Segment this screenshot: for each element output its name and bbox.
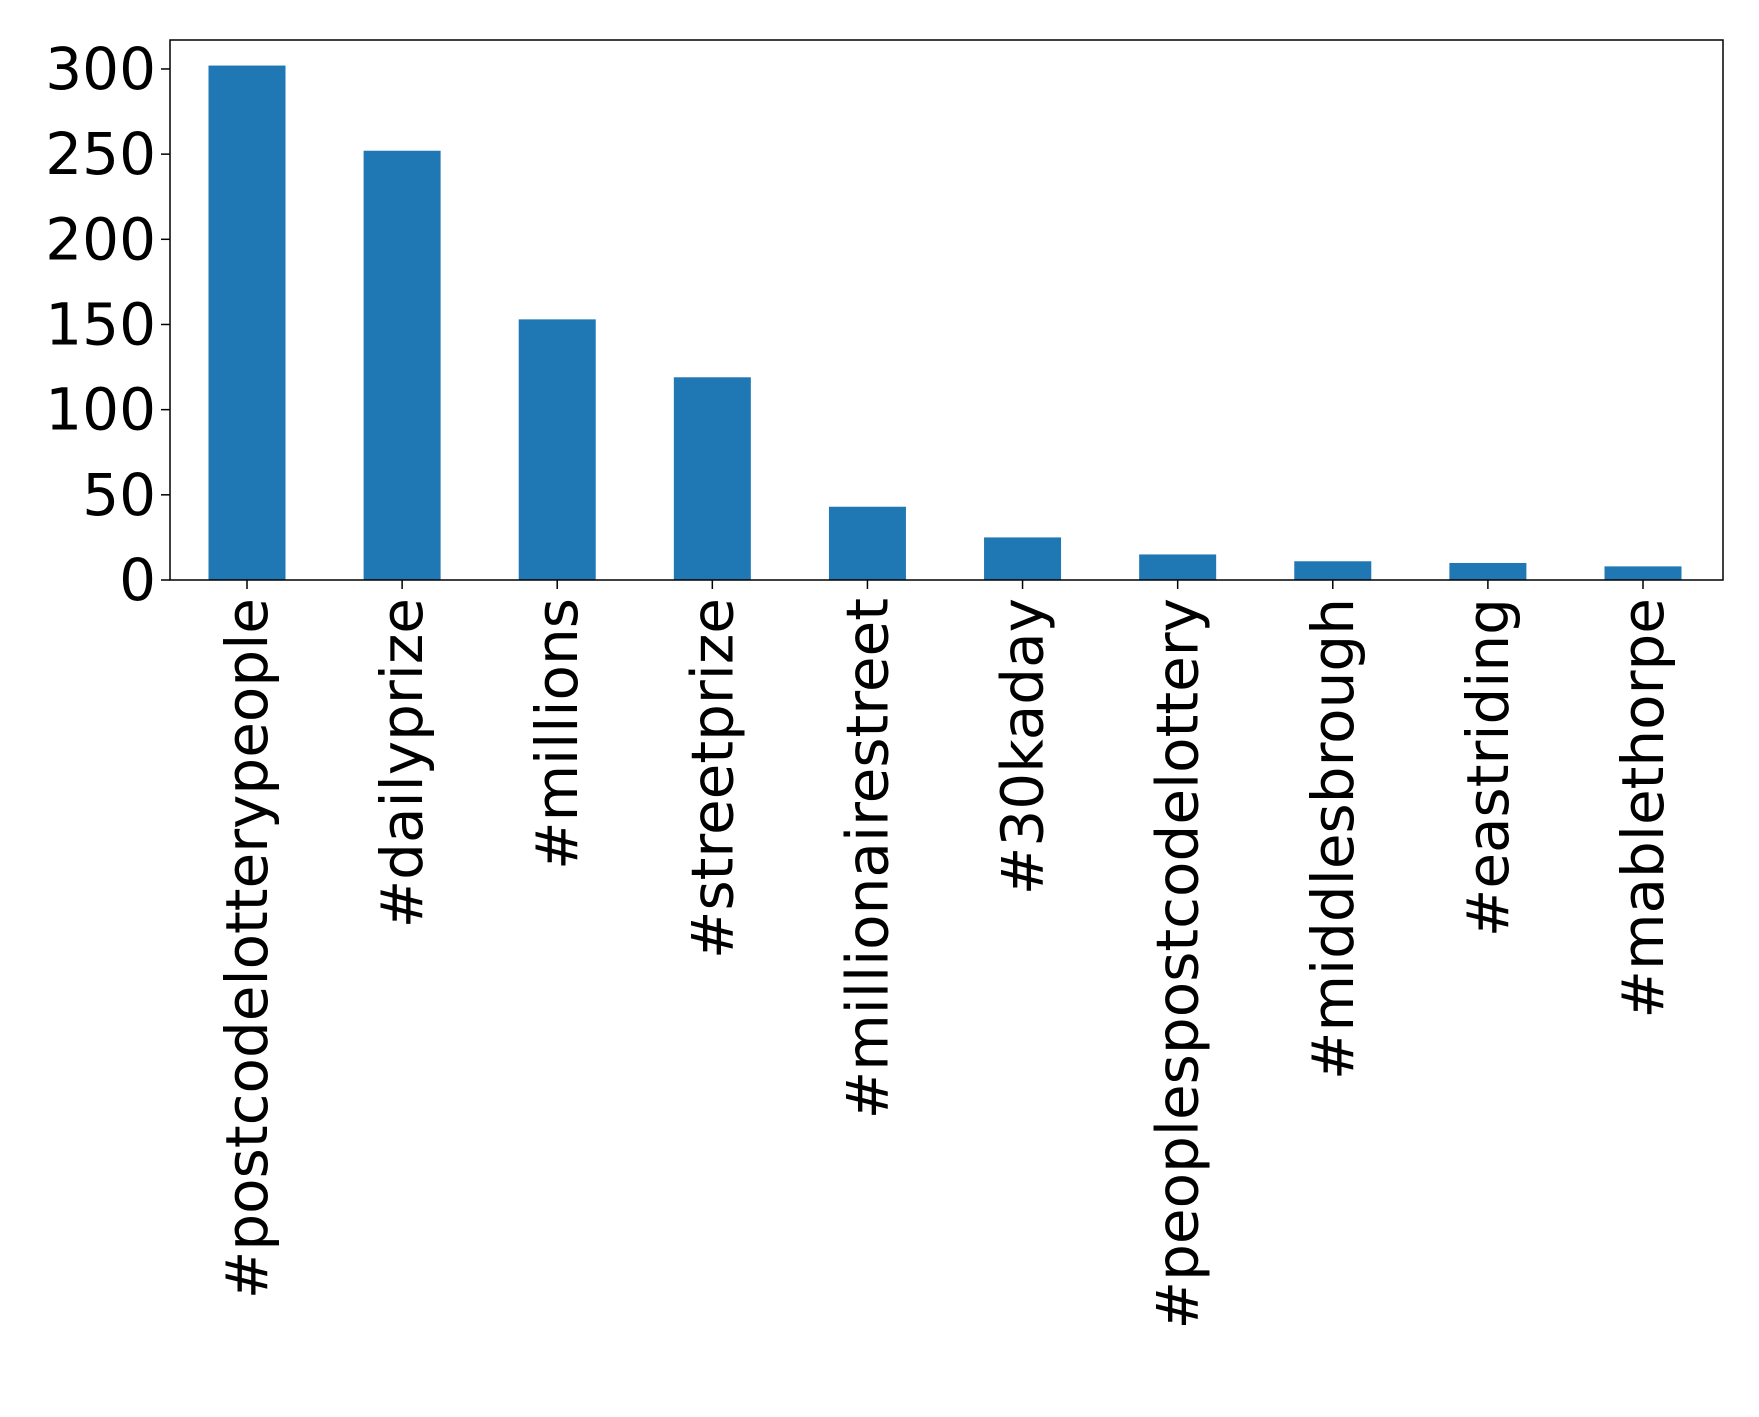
bar	[984, 537, 1062, 580]
y-axis: 0 50 100 150 200 250 300	[45, 35, 170, 614]
bar	[518, 319, 596, 580]
bar	[208, 65, 286, 580]
bar	[1604, 566, 1682, 580]
plot-frame	[169, 39, 1724, 581]
y-tick-label: 300	[45, 35, 156, 103]
bars	[208, 65, 1682, 580]
bar	[1139, 554, 1217, 580]
y-tick-label: 100	[45, 376, 156, 444]
x-tick-label: #peoplespostcodelottery	[1144, 598, 1212, 1330]
bar	[363, 150, 441, 580]
x-tick-label: #30kaday	[989, 598, 1057, 895]
x-tick-label: #middlesbrough	[1299, 598, 1367, 1080]
x-tick-label: #dailyprize	[368, 598, 436, 928]
x-tick-label: #millionairestreet	[833, 598, 901, 1119]
y-tick-label: 50	[82, 461, 156, 529]
bar	[1294, 561, 1372, 580]
x-tick-label: #mablethorpe	[1609, 598, 1677, 1019]
y-tick-label: 150	[45, 290, 156, 358]
bar	[1449, 562, 1527, 580]
x-tick-label: #postcodelotterypeople	[213, 598, 281, 1299]
bar	[673, 377, 751, 580]
x-tick-label: #eastriding	[1454, 598, 1522, 937]
x-tick-label: #streetprize	[678, 598, 746, 959]
x-tick-label: #millions	[523, 598, 591, 870]
x-axis: #postcodelotterypeople #dailyprize #millio…	[213, 580, 1677, 1330]
y-tick-label: 200	[45, 205, 156, 273]
y-tick-label: 250	[45, 120, 156, 188]
y-tick-label: 0	[119, 546, 156, 614]
bar	[828, 506, 906, 580]
